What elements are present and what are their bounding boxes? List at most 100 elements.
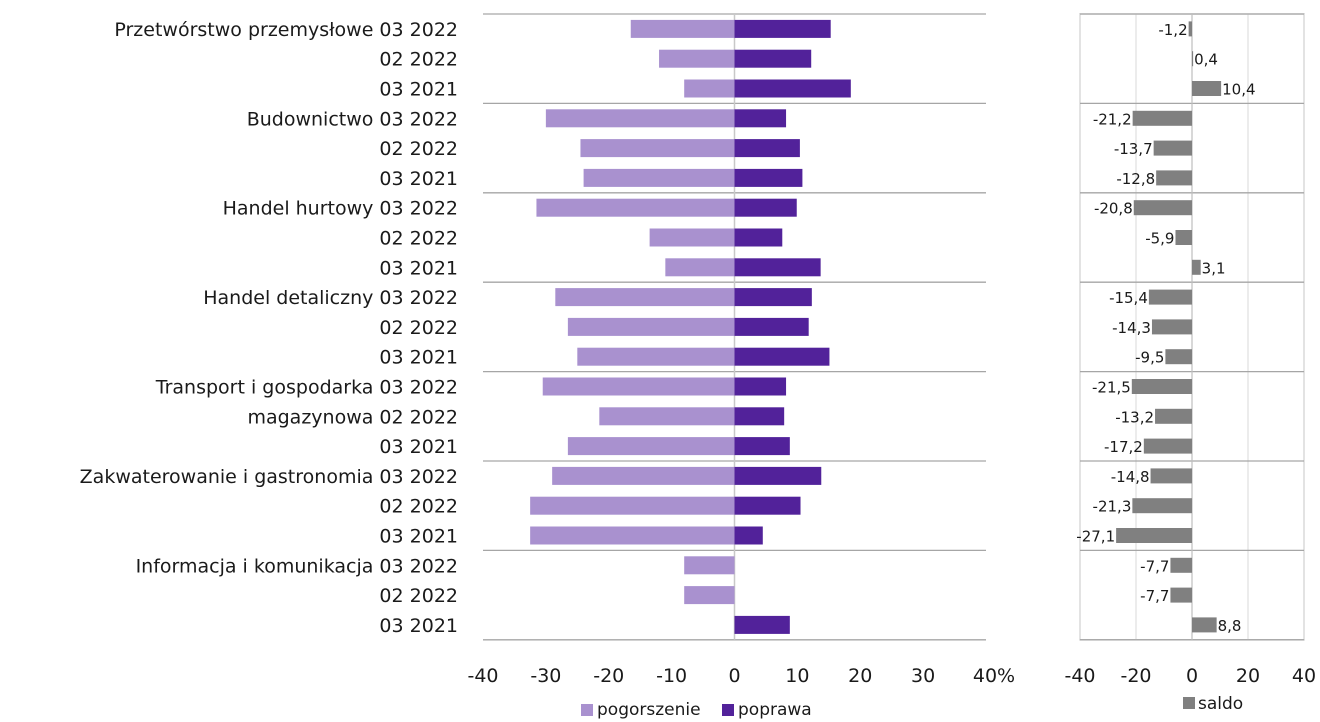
- bar-saldo-1: [1192, 51, 1194, 67]
- x-tick-label: -30: [530, 665, 561, 687]
- bar-saldo-14: [1143, 438, 1192, 454]
- bar-saldo-13: [1155, 408, 1192, 424]
- bar-saldo-3: [1132, 110, 1192, 126]
- data-label: -5,9: [1145, 230, 1174, 248]
- category-label: 02 2022: [379, 138, 458, 160]
- bar-pogorszenie-7: [649, 228, 735, 247]
- legend-swatch-poprawa: [722, 704, 734, 716]
- category-label: 02 2022: [379, 49, 458, 71]
- bar-saldo-18: [1170, 557, 1192, 573]
- data-label: -20,8: [1094, 200, 1133, 218]
- bar-pogorszenie-9: [555, 288, 735, 307]
- bar-pogorszenie-14: [567, 437, 735, 456]
- bar-pogorszenie-5: [583, 168, 735, 187]
- bar-pogorszenie-1: [659, 49, 735, 68]
- category-label: Handel detaliczny 03 2022: [203, 287, 458, 309]
- legend-swatch-pogorszenie: [581, 704, 593, 716]
- bar-pogorszenie-12: [542, 377, 735, 396]
- x-tick-label: -10: [656, 665, 687, 687]
- bar-saldo-5: [1156, 170, 1192, 186]
- x-tick-label: 30: [911, 665, 935, 687]
- bar-pogorszenie-8: [665, 258, 735, 277]
- data-label: -14,3: [1112, 319, 1151, 337]
- bar-poprawa-10: [734, 317, 809, 336]
- bar-pogorszenie-0: [630, 19, 735, 38]
- legend-swatch-saldo: [1183, 697, 1195, 709]
- category-label: 02 2022: [379, 228, 458, 250]
- category-label: Budownictwo 03 2022: [247, 108, 458, 130]
- bar-poprawa-13: [734, 407, 785, 426]
- x-tick-label: 20: [848, 665, 872, 687]
- bar-poprawa-14: [734, 437, 790, 456]
- bar-poprawa-0: [734, 19, 831, 38]
- bar-poprawa-8: [734, 258, 821, 277]
- bar-poprawa-7: [734, 228, 783, 247]
- bar-saldo-8: [1192, 259, 1201, 275]
- data-label: -21,3: [1093, 498, 1132, 516]
- x-tick-label: 40: [1292, 665, 1316, 687]
- x-tick-label: 0: [1186, 665, 1198, 687]
- bar-saldo-9: [1148, 289, 1192, 305]
- bar-saldo-20: [1192, 617, 1217, 633]
- bar-pogorszenie-6: [536, 198, 735, 217]
- bar-pogorszenie-19: [684, 586, 735, 605]
- bar-pogorszenie-2: [684, 79, 735, 98]
- data-label: -14,8: [1111, 468, 1150, 486]
- data-label: -17,2: [1104, 438, 1143, 456]
- data-label: -7,7: [1140, 587, 1169, 605]
- category-label: 03 2021: [379, 168, 458, 190]
- bar-saldo-2: [1192, 81, 1222, 96]
- data-label: 10,4: [1222, 81, 1255, 99]
- category-label: 02 2022: [379, 585, 458, 607]
- x-tick-label: 40%: [973, 665, 1015, 687]
- category-label: magazynowa 02 2022: [247, 406, 458, 428]
- bar-saldo-16: [1132, 498, 1192, 514]
- bar-saldo-7: [1175, 230, 1192, 245]
- bar-pogorszenie-15: [552, 466, 735, 485]
- data-label: 3,1: [1202, 259, 1226, 277]
- data-label: -13,2: [1115, 408, 1154, 426]
- data-label: -13,7: [1114, 140, 1153, 158]
- legend-label-poprawa: poprawa: [738, 700, 812, 720]
- bar-pogorszenie-17: [530, 526, 735, 545]
- bar-pogorszenie-13: [599, 407, 735, 426]
- category-label: 03 2021: [379, 347, 458, 369]
- data-label: -27,1: [1076, 528, 1115, 546]
- data-label: -9,5: [1135, 349, 1164, 367]
- bar-pogorszenie-10: [567, 317, 735, 336]
- category-label: 03 2021: [379, 615, 458, 637]
- data-label: -15,4: [1109, 289, 1148, 307]
- data-label: 0,4: [1194, 51, 1218, 69]
- bar-saldo-12: [1131, 379, 1192, 394]
- data-label: -21,5: [1092, 379, 1131, 397]
- bar-pogorszenie-18: [684, 556, 735, 575]
- bar-poprawa-9: [734, 288, 812, 307]
- category-label: 02 2022: [379, 317, 458, 339]
- legend-label-saldo: saldo: [1198, 694, 1243, 714]
- bar-saldo-6: [1133, 200, 1192, 216]
- category-label: Transport i gospodarka 03 2022: [155, 377, 458, 399]
- data-label: -12,8: [1116, 170, 1155, 188]
- bar-poprawa-17: [734, 526, 763, 545]
- bar-poprawa-2: [734, 79, 851, 98]
- bar-saldo-10: [1151, 319, 1192, 335]
- category-label: Przetwórstwo przemysłowe 03 2022: [114, 19, 458, 41]
- bar-poprawa-15: [734, 466, 822, 485]
- data-label: -21,2: [1093, 110, 1132, 128]
- x-tick-label: 0: [728, 665, 740, 687]
- x-tick-label: 20: [1236, 665, 1260, 687]
- bar-pogorszenie-4: [580, 139, 735, 158]
- bar-poprawa-16: [734, 496, 801, 515]
- data-label: -7,7: [1140, 557, 1169, 575]
- x-tick-label: 10: [785, 665, 809, 687]
- legend-label-pogorszenie: pogorszenie: [597, 700, 701, 720]
- data-label: -1,2: [1158, 21, 1187, 39]
- bar-saldo-15: [1150, 468, 1192, 484]
- bar-poprawa-20: [734, 615, 790, 634]
- bar-poprawa-11: [734, 347, 830, 366]
- bar-poprawa-3: [734, 109, 787, 128]
- bar-pogorszenie-16: [530, 496, 735, 515]
- x-tick-label: -20: [1120, 665, 1151, 687]
- category-label: 03 2021: [379, 257, 458, 279]
